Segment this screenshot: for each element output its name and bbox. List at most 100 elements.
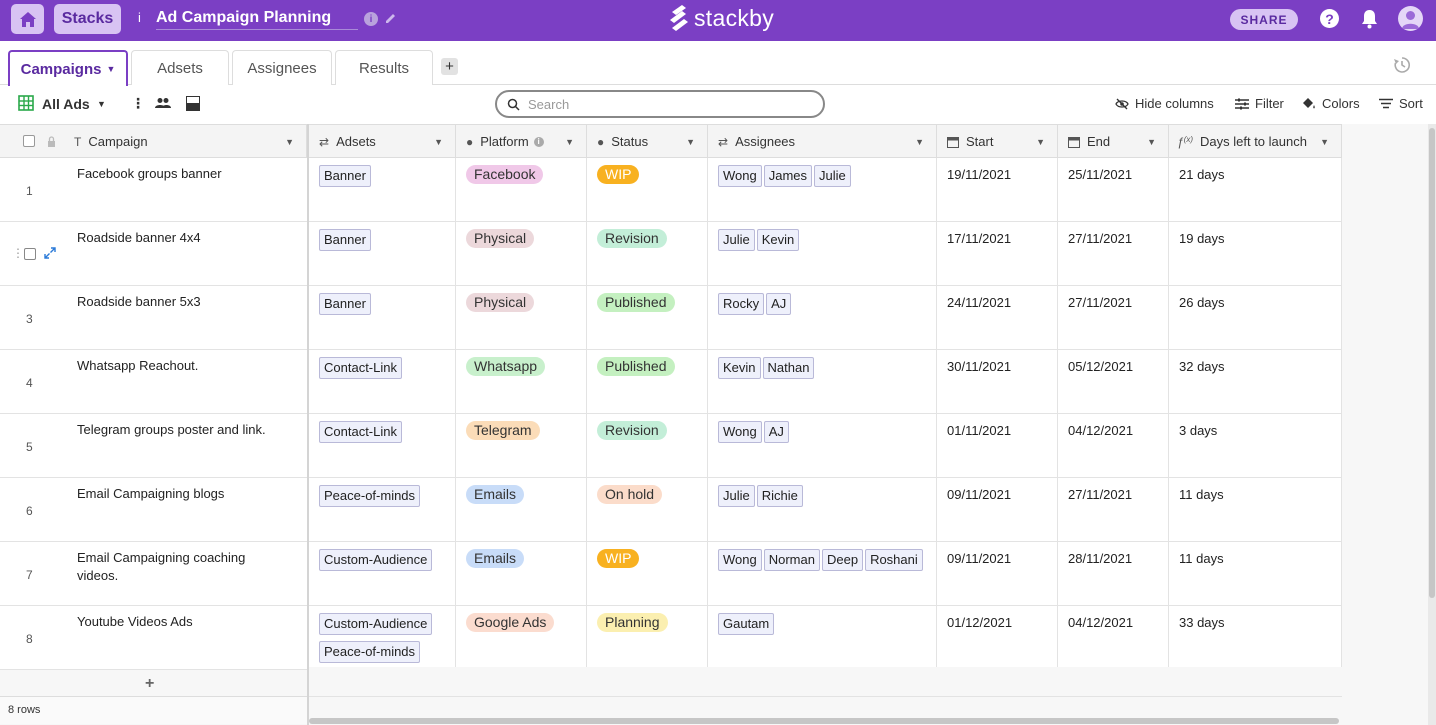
platform-cell[interactable]: Facebook <box>456 158 587 221</box>
assignee-chip[interactable]: Nathan <box>762 357 815 379</box>
assignee-chip[interactable]: Kevin <box>756 229 800 251</box>
campaign-cell[interactable]: Telegram groups poster and link. <box>77 422 266 437</box>
table-row[interactable]: 7 Email Campaigning coaching videos. Custo… <box>0 542 1342 606</box>
search-input[interactable] <box>528 96 798 112</box>
adset-chip[interactable]: Peace-of-minds <box>319 641 421 663</box>
tab-assignees[interactable]: Assignees <box>232 50 332 85</box>
assignee-chip[interactable]: AJ <box>763 421 789 443</box>
chevron-down-icon[interactable]: ▼ <box>1036 137 1045 147</box>
stacks-button[interactable]: Stacks <box>54 4 121 34</box>
start-cell[interactable]: 01/12/2021 <box>937 606 1058 669</box>
assignees-cell[interactable]: Wong AJ <box>708 414 937 477</box>
days-left-cell[interactable]: 32 days <box>1169 350 1342 413</box>
row-number-cell[interactable]: 1 <box>0 158 60 221</box>
campaign-cell[interactable]: Email Campaigning blogs <box>77 486 225 501</box>
start-cell[interactable]: 09/11/2021 <box>937 478 1058 541</box>
assignee-chip[interactable]: Gautam <box>718 613 775 635</box>
status-cell[interactable]: WIP <box>587 542 708 605</box>
chevron-down-icon[interactable]: ▼ <box>285 137 294 147</box>
chevron-down-icon[interactable]: ▼ <box>434 137 443 147</box>
expand-row-icon[interactable] <box>44 247 56 262</box>
end-cell[interactable]: 27/11/2021 <box>1058 478 1169 541</box>
view-name[interactable]: All Ads <box>42 96 90 112</box>
stack-info-icon[interactable]: i <box>138 10 141 25</box>
notification-bell-icon[interactable] <box>1360 9 1379 32</box>
sort-button[interactable]: Sort <box>1379 96 1423 111</box>
field-info-icon[interactable]: i <box>533 136 544 147</box>
tab-results[interactable]: Results <box>335 50 433 85</box>
chevron-down-icon[interactable]: ▼ <box>1320 137 1329 147</box>
campaign-cell[interactable]: Facebook groups banner <box>77 166 222 181</box>
platform-cell[interactable]: Emails <box>456 542 587 605</box>
home-button[interactable] <box>11 4 44 34</box>
assignees-cell[interactable]: Julie Kevin <box>708 222 937 285</box>
assignee-chip[interactable]: Kevin <box>718 357 761 379</box>
status-cell[interactable]: On hold <box>587 478 708 541</box>
column-header-assignees[interactable]: ⇄ Assignees ▼ <box>708 125 937 158</box>
end-cell[interactable]: 04/12/2021 <box>1058 414 1169 477</box>
title-info-icon[interactable]: i <box>364 12 378 26</box>
adsets-cell[interactable]: Peace-of-minds <box>309 478 456 541</box>
assignee-chip[interactable]: Wong <box>718 549 762 571</box>
column-header-platform[interactable]: ● Platform i ▼ <box>456 125 587 158</box>
share-button[interactable]: SHARE <box>1230 9 1298 30</box>
chevron-down-icon[interactable]: ▼ <box>686 137 695 147</box>
status-cell[interactable]: Published <box>587 350 708 413</box>
campaign-cell[interactable]: Roadside banner 4x4 <box>77 230 201 245</box>
assignees-cell[interactable]: Rocky AJ <box>708 286 937 349</box>
edit-pencil-icon[interactable] <box>384 12 397 28</box>
start-cell[interactable]: 01/11/2021 <box>937 414 1058 477</box>
assignees-cell[interactable]: Wong Norman Deep Roshani <box>708 542 937 605</box>
assignee-chip[interactable]: Roshani <box>865 549 923 571</box>
select-all-checkbox[interactable] <box>23 135 35 147</box>
row-number-cell[interactable]: ⋮ <box>0 222 60 285</box>
more-options-icon[interactable]: ⋮ <box>131 95 145 111</box>
search-box[interactable] <box>495 90 825 118</box>
drag-handle-icon[interactable]: ⋮ <box>12 246 24 260</box>
row-number-cell[interactable]: 4 <box>0 350 60 413</box>
table-row[interactable]: 6 Email Campaigning blogs Peace-of-minds Em… <box>0 478 1342 542</box>
column-header-adsets[interactable]: ⇄ Adsets ▼ <box>309 125 456 158</box>
row-checkbox[interactable] <box>24 248 36 260</box>
chevron-down-icon[interactable]: ▼ <box>97 99 106 109</box>
column-header-start[interactable]: Start ▼ <box>937 125 1058 158</box>
row-number-cell[interactable]: 5 <box>0 414 60 477</box>
chevron-down-icon[interactable]: ▼ <box>915 137 924 147</box>
days-left-cell[interactable]: 33 days <box>1169 606 1342 669</box>
adset-chip[interactable]: Peace-of-minds <box>319 485 421 507</box>
status-cell[interactable]: Published <box>587 286 708 349</box>
help-icon[interactable]: ? <box>1320 9 1339 28</box>
assignees-cell[interactable]: Julie Richie <box>708 478 937 541</box>
platform-cell[interactable]: Physical <box>456 286 587 349</box>
column-header-status[interactable]: ● Status ▼ <box>587 125 708 158</box>
colors-button[interactable]: Colors <box>1302 96 1360 111</box>
column-header-end[interactable]: End ▼ <box>1058 125 1169 158</box>
user-avatar[interactable] <box>1398 6 1423 31</box>
table-row[interactable]: ⋮ Roadside banner 4x4 Banner Physical Revisi… <box>0 222 1342 286</box>
tab-campaigns[interactable]: Campaigns ▼ <box>8 50 128 86</box>
start-cell[interactable]: 09/11/2021 <box>937 542 1058 605</box>
row-number-cell[interactable]: 3 <box>0 286 60 349</box>
status-cell[interactable]: Revision <box>587 414 708 477</box>
status-cell[interactable]: Revision <box>587 222 708 285</box>
platform-cell[interactable]: Physical <box>456 222 587 285</box>
adset-chip[interactable]: Custom-Audience <box>319 613 433 635</box>
adsets-cell[interactable]: Banner <box>309 286 456 349</box>
platform-cell[interactable]: Google Ads <box>456 606 587 669</box>
table-row[interactable]: 3 Roadside banner 5x3 Banner Physical Publis… <box>0 286 1342 350</box>
days-left-cell[interactable]: 3 days <box>1169 414 1342 477</box>
adsets-cell[interactable]: Custom-Audience <box>309 542 456 605</box>
assignee-chip[interactable]: Julie <box>718 485 755 507</box>
assignee-chip[interactable]: James <box>763 165 813 187</box>
adset-chip[interactable]: Banner <box>319 293 371 315</box>
platform-cell[interactable]: Emails <box>456 478 587 541</box>
adsets-cell[interactable]: Custom-Audience Peace-of-minds <box>309 606 456 669</box>
campaign-cell[interactable]: Roadside banner 5x3 <box>77 294 201 309</box>
add-row-button[interactable]: + <box>145 675 155 692</box>
end-cell[interactable]: 25/11/2021 <box>1058 158 1169 221</box>
hide-columns-button[interactable]: Hide columns <box>1115 96 1214 111</box>
assignees-cell[interactable]: Wong James Julie <box>708 158 937 221</box>
assignee-chip[interactable]: Richie <box>756 485 803 507</box>
row-number-cell[interactable]: 8 <box>0 606 60 669</box>
adsets-cell[interactable]: Banner <box>309 222 456 285</box>
